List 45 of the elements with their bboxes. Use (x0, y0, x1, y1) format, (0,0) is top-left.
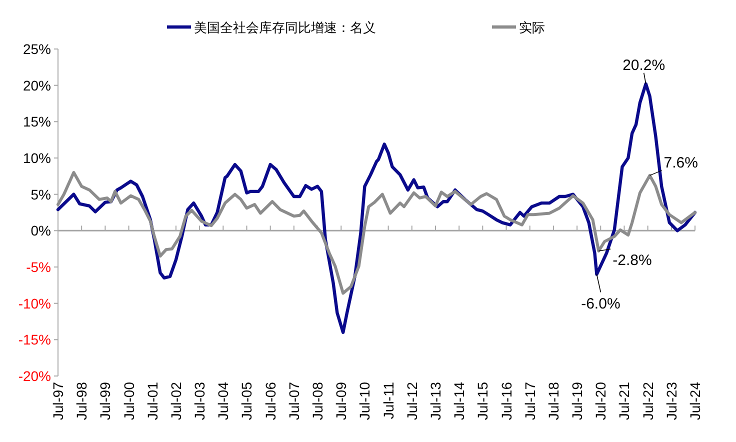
x-tick-label: Jul-12 (404, 382, 420, 420)
x-tick-label: Jul-17 (522, 382, 538, 420)
x-tick-label: Jul-97 (50, 382, 66, 420)
x-tick-label: Jul-01 (144, 382, 160, 420)
x-tick-label: Jul-24 (687, 382, 703, 420)
x-tick-label: Jul-98 (74, 382, 90, 420)
legend-label: 实际 (519, 20, 545, 35)
x-tick-label: Jul-18 (545, 382, 562, 420)
x-tick-label: Jul-04 (215, 382, 232, 420)
x-tick-label: Jul-14 (451, 382, 468, 420)
x-tick-label: Jul-03 (192, 382, 208, 420)
x-tick-label: Jul-02 (168, 382, 184, 420)
x-tick-label: Jul-16 (498, 382, 514, 420)
x-tick-label: Jul-15 (474, 382, 491, 420)
x-tick-label: Jul-08 (310, 382, 326, 420)
x-tick-label: Jul-07 (286, 382, 302, 420)
y-tick-label: 5% (30, 186, 51, 202)
y-tick-label: 10% (22, 150, 51, 166)
x-tick-label: Jul-22 (640, 382, 656, 420)
y-tick-label: 0% (30, 222, 51, 239)
annotation: -6.0% (581, 295, 620, 312)
line-series (56, 171, 696, 295)
y-tick-label: 15% (22, 114, 51, 130)
y-tick-label: -5% (26, 259, 51, 275)
y-tick-label: 25% (22, 41, 51, 57)
annotation: 20.2% (622, 56, 666, 74)
x-tick-label: Jul-11 (380, 382, 396, 420)
x-tick-label: Jul-10 (356, 382, 373, 420)
x-tick-label: Jul-99 (97, 382, 114, 420)
annotation: 7.6% (664, 154, 698, 172)
x-tick-label: Jul-06 (262, 382, 278, 420)
x-tick-label: Jul-09 (333, 382, 350, 420)
x-tick-label: Jul-21 (616, 382, 632, 420)
x-tick-label: Jul-19 (569, 382, 586, 420)
x-tick-label: Jul-20 (592, 382, 609, 420)
x-tick-label: Jul-13 (427, 382, 444, 420)
y-tick-label: 20% (22, 77, 51, 94)
legend-label: 美国全社会库存同比增速：名义 (194, 20, 376, 35)
y-tick-label: -10% (18, 295, 51, 312)
y-tick-label: -20% (18, 368, 51, 384)
y-tick-label: -15% (18, 332, 51, 348)
annotation: -2.8% (612, 252, 652, 270)
x-tick-label: Jul-23 (663, 382, 680, 420)
x-tick-label: Jul-00 (120, 382, 137, 420)
x-tick-label: Jul-05 (238, 382, 255, 420)
